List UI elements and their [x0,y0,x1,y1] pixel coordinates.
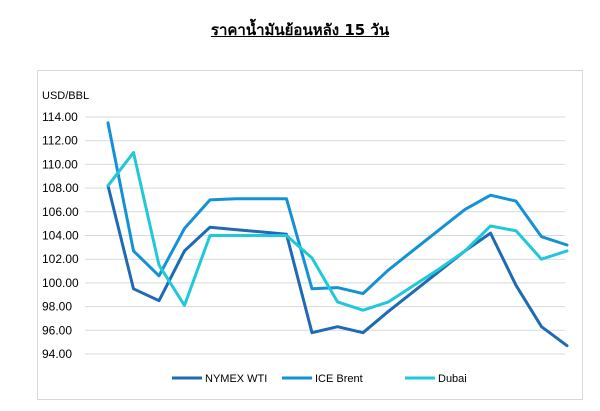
series-line-dubai [106,151,569,312]
y-tick-label: 104.00 [42,229,79,243]
legend-label: ICE Brent [315,373,363,385]
y-tick-label: 114.00 [42,110,78,124]
legend-label: NYMEX WTI [205,373,267,385]
series-lines [106,121,569,348]
y-tick-label: 94.00 [42,347,72,361]
legend-label: Dubai [438,373,467,385]
series-line-nymex-wti [106,184,569,348]
y-tick-label: 110.00 [42,157,78,171]
series-line-ice-brent [106,121,569,296]
y-tick-label: 100.00 [42,276,79,290]
y-tick-label: 106.00 [42,205,79,219]
chart-title: ราคาน้ำมันย้อนหลัง 15 วัน [210,21,390,39]
legend: NYMEX WTI ICE Brent Dubai [172,373,467,385]
y-tick-label: 102.00 [42,252,79,266]
y-tick-label: 98.00 [42,300,72,314]
y-tick-label: 96.00 [42,323,72,337]
chart-frame [37,70,583,400]
y-tick-labels: 114.00 112.00 110.00 108.00 106.00 104.00 102.… [42,110,79,361]
y-axis-label: USD/BBL [42,90,89,102]
y-tick-label: 112.00 [42,134,78,148]
y-tick-label: 108.00 [42,181,79,195]
